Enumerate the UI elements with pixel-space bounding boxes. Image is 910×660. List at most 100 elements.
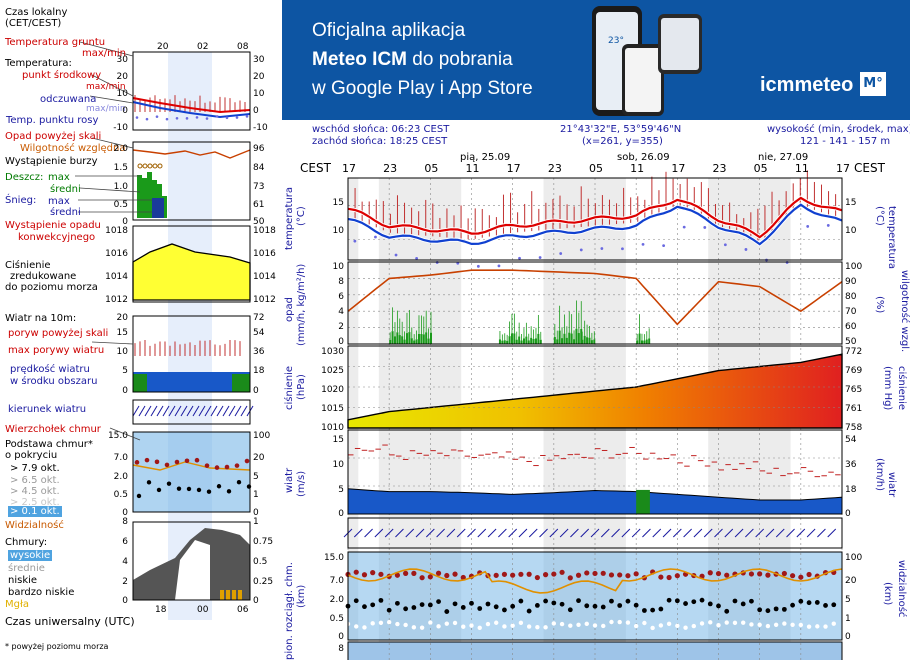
cloud-base-dot [543,598,548,604]
mini-cloud-top-dot [194,457,200,463]
temp-axis-right-tick: 20 [253,72,265,82]
mini-cloud-base-dot [196,487,202,493]
pressure-axis-right-tick: 1014 [253,272,276,282]
cloud-base-dot [773,606,779,612]
banner-brand: Meteo ICM [312,49,407,70]
local-tick: 02 [197,42,209,52]
cloud-base-dot [732,598,738,604]
cloud-base-dot [477,606,483,611]
wind-axis-right-tick: 0 [253,386,259,396]
cloud-base-dot [823,603,828,608]
cloud-low-dot [576,622,581,627]
mini-wind-green-2 [232,374,250,392]
wind-arrow [374,528,384,538]
mini-cloud-top-dot [224,464,230,470]
cover-axis-tick: 2 [122,577,128,587]
cloud-base-dot [790,602,795,608]
cloud-low-dot [535,624,540,630]
wind-axis-tick: 10 [116,347,128,357]
cloud-low-dot [469,623,474,628]
rain-bar-mid [405,333,408,344]
main-precip-tick: 8 [338,277,344,287]
wind-arrow [631,528,641,538]
mini-cloud-base-dot [216,484,222,489]
main-cloud-tick: 7.0 [329,576,344,586]
main-pressure-right-tick: 772 [845,347,863,357]
main-temp-tick: 15 [332,198,344,208]
wind-arrow [724,528,734,538]
cloud-top-dot [427,574,433,580]
cloud-top-dot [724,572,730,578]
main-pressure-tick: 1020 [321,385,344,395]
rain-bar-mid [638,333,641,344]
octa-79-label: > 7.9 okt. [10,463,60,474]
cloud-low-dot [708,620,713,625]
mini-cloud-top-dot [214,465,220,470]
vis-axis-tick: 1 [253,490,259,500]
mini-direction-panel [132,399,251,425]
octa-25-label: > 2.5 okt. [10,497,60,508]
temp-line [347,196,843,239]
cloud-top-dot [411,570,417,576]
mini-dewpoint-dot [165,117,169,121]
cloud-base-dot [584,603,590,609]
cloud-low-dot [650,625,655,631]
wind-direction-label: kierunek wiatru [8,404,87,415]
cloud-base-dot [650,607,656,613]
wind-panel [347,429,843,515]
mini-cloud-top-dot [174,459,180,465]
rain-bar-mid [427,338,430,344]
high-clouds-label: wysokie [8,550,53,561]
banner-line-3: w Google Play i App Store [312,78,533,99]
mini-dewpoint-dot [135,116,139,119]
wind-arrow [415,528,425,538]
mini-cloud-top-dot [134,460,140,465]
dewpoint-dot [826,224,830,227]
app-promo-banner[interactable]: Oficjalna aplikacja Meteo ICM do pobrani… [282,0,910,120]
rain-bar-mid [503,340,506,344]
vlow-clouds-label: bardzo niskie [8,587,75,598]
main-humidity-tick: 60 [845,322,857,332]
cloud-base-dot [633,602,639,608]
precip-over-label: Opad powyżej skali [5,131,102,142]
mini-fog-bar [232,590,236,600]
mini-wind-arrow [198,405,206,417]
mini-wind-area [133,372,250,392]
cloud-low-dot [559,621,565,627]
mini-pressure-area [132,243,251,301]
dewpoint-dot [518,256,521,260]
rain-bar-mid [498,339,501,344]
cloud-top-dot [600,570,606,576]
cloud-low-dot [773,622,779,627]
main-precip-tick: 4 [338,307,344,317]
cloud-top-dot [790,573,796,579]
convective-label: konwekcyjnego [18,232,96,243]
mini-dewpoint-dot [215,115,219,118]
cloud-top-dot [493,572,499,578]
humidity-label: Wilgotność względna [20,143,126,154]
visibility-right-title: widzialność [896,560,907,618]
rain-bar-mid [532,338,535,344]
rain-bar-mid [568,332,571,344]
precip-axis-tick: 1.5 [113,163,128,173]
mini-storm-mark [147,163,153,169]
cloud-low-dot [765,623,771,629]
dewpoint-dot [600,247,604,250]
mini-wind-arrow [168,405,176,417]
cloud-base-dot [411,605,417,610]
mini-storm-mark [137,163,143,169]
cloud-base-dot [642,608,647,613]
mini-wind-arrow [228,405,236,417]
wind-speed-label: prędkość wiatru [10,364,90,375]
cloud-top-dot [748,571,755,577]
mini-cloud-top-dot [144,457,150,463]
cloud-base-dot [666,597,672,603]
cover-axis-right-tick: 0.5 [253,557,268,567]
mini-temp-panel [132,51,251,131]
utc-label: Czas uniwersalny (UTC) [5,615,135,628]
vis-axis-tick: 5 [253,472,259,482]
cloud-low-dot [749,622,754,627]
humidity-axis-tick: 96 [253,144,265,154]
wind-arrow [611,528,620,538]
main-pressure-right-tick: 761 [845,404,863,414]
